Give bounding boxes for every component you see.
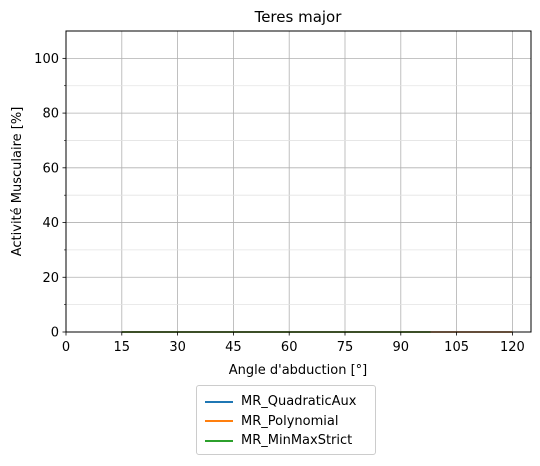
- grid: [65, 31, 531, 333]
- y-axis-label: Activité Musculaire [%]: [10, 107, 25, 257]
- legend-label: MR_QuadraticAux: [241, 394, 357, 410]
- x-tick-label: 15: [114, 340, 131, 355]
- legend-label: MR_MinMaxStrict: [241, 433, 353, 449]
- y-tick-label: 80: [42, 107, 59, 122]
- x-tick-label: 60: [281, 340, 298, 355]
- y-tick-label: 100: [34, 52, 59, 67]
- y-tick-label: 0: [51, 326, 59, 341]
- chart: Teres major 0 15 30 45 60 75 90 105 120 0 20 40 60 80…: [10, 8, 532, 378]
- x-axis-label: Angle d'abduction [°]: [229, 363, 368, 378]
- legend-swatch: [205, 420, 233, 423]
- x-tick-label: 75: [337, 340, 354, 355]
- legend-swatch: [205, 439, 233, 442]
- y-tick-label: 20: [42, 271, 59, 286]
- x-tick-label: 0: [62, 340, 70, 355]
- legend: MR_QuadraticAux MR_Polynomial MR_MinMaxS…: [196, 385, 376, 455]
- y-tick-label: 60: [42, 161, 59, 176]
- legend-item: MR_QuadraticAux: [205, 392, 367, 412]
- plot-frame: [65, 30, 532, 333]
- x-tick-label: 90: [393, 340, 410, 355]
- x-tick-label: 30: [169, 340, 186, 355]
- y-tick-label: 40: [42, 216, 59, 231]
- x-tick-label: 120: [500, 340, 525, 355]
- ticks: 0 15 30 45 60 75 90 105 120 0 20 40 60 80 100: [34, 52, 525, 355]
- chart-title: Teres major: [254, 8, 343, 26]
- x-tick-label: 45: [225, 340, 242, 355]
- legend-item: MR_Polynomial: [205, 412, 367, 432]
- x-tick-label: 105: [444, 340, 469, 355]
- legend-item: MR_MinMaxStrict: [205, 431, 367, 451]
- legend-swatch: [205, 400, 233, 403]
- legend-label: MR_Polynomial: [241, 413, 339, 429]
